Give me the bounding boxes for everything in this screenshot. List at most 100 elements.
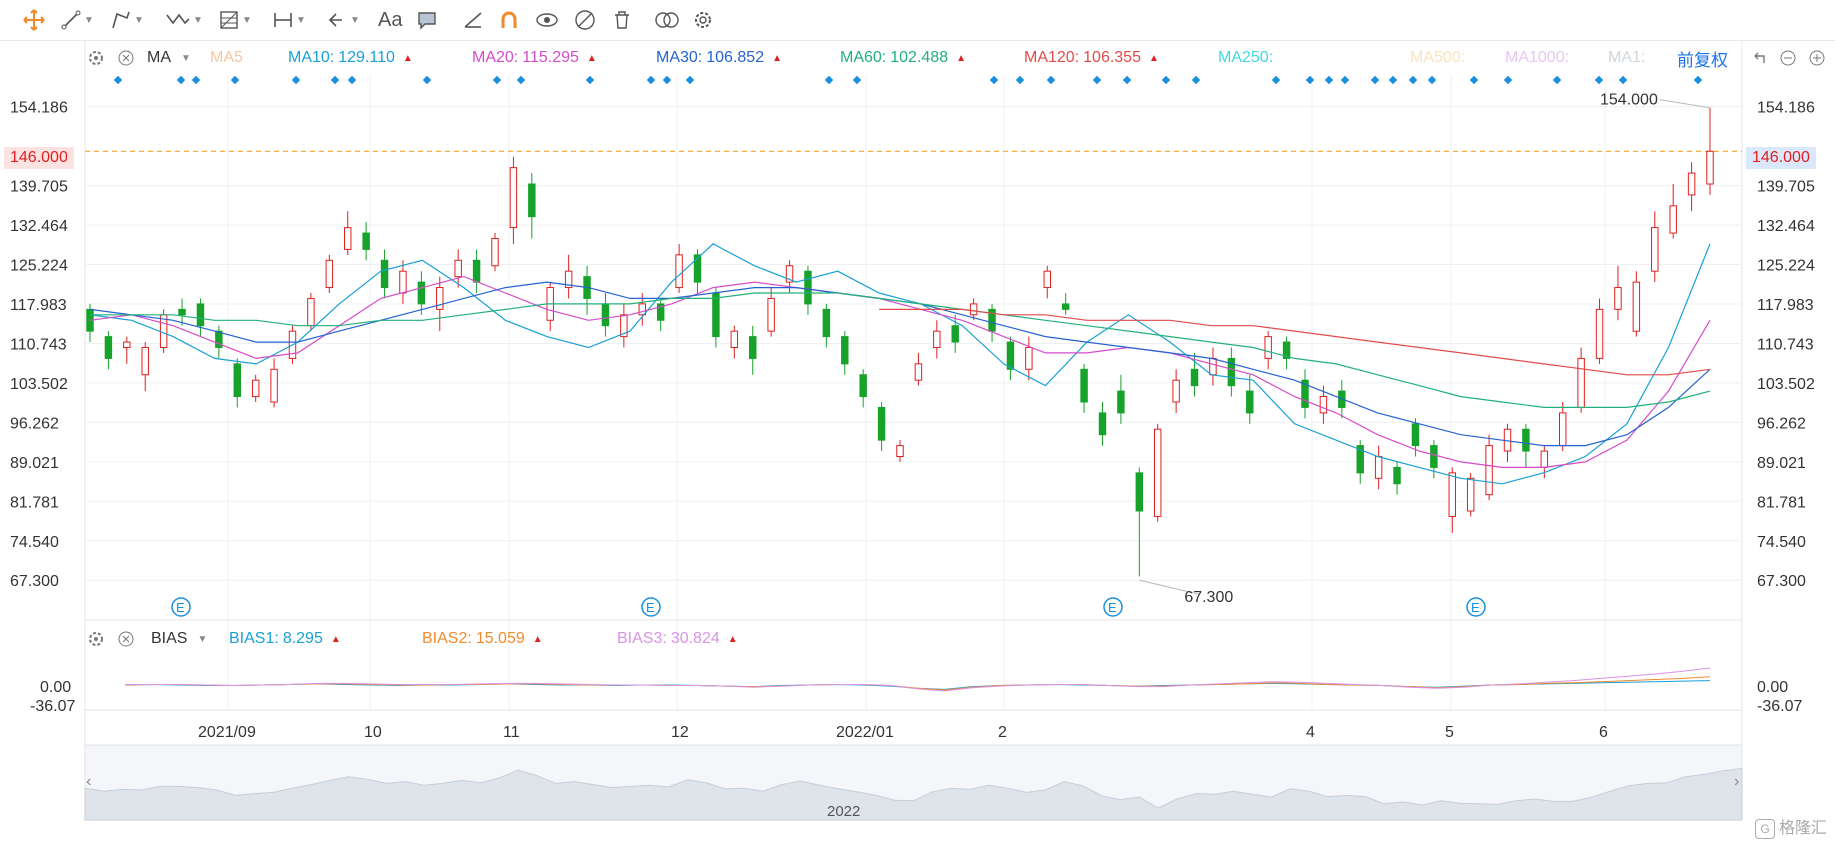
adjust-mode-button[interactable]: 前复权 (1677, 50, 1728, 70)
candle-body (215, 330, 223, 348)
event-dot (1271, 75, 1281, 85)
ma-line-ma120 (879, 308, 1711, 376)
candle-body (877, 406, 886, 441)
candle-body (307, 297, 315, 327)
event-dot (1469, 75, 1479, 85)
candle-body (141, 347, 149, 376)
event-dot (685, 75, 695, 85)
x-tick-label: 4 (1306, 724, 1315, 741)
candle-body (1485, 445, 1493, 496)
up-arrow-icon: ▲ (956, 52, 966, 64)
price-tick-label-right: 117.983 (1757, 297, 1814, 314)
candle-body (822, 308, 831, 338)
sub-close-icon[interactable] (115, 628, 137, 650)
ma-legend-value: 102.488 (890, 49, 949, 66)
ma-legend-value: 115.295 (522, 49, 579, 66)
bias-legend-item[interactable]: BIAS2: 15.059 ▲ (422, 627, 543, 651)
bias-legend-value: 15.059 (475, 630, 525, 647)
bias-legend-item[interactable]: BIAS1: 8.295 ▲ (229, 627, 341, 651)
main-settings-icon[interactable] (85, 47, 107, 69)
ma-legend-item[interactable]: MA20: 115.295 ▲ (472, 46, 597, 70)
price-tick-label-left: 81.781 (10, 494, 59, 511)
watermark: G 格隆汇 (1754, 814, 1827, 839)
candle-body (1301, 379, 1309, 408)
sub-indicator-select[interactable]: BIAS ▼ (151, 630, 208, 647)
ma-legend-label: MA30: (656, 49, 703, 66)
event-dot (1046, 75, 1056, 85)
crosshair-icon[interactable] (22, 8, 46, 32)
event-dot (1305, 75, 1315, 85)
fib-tool-icon[interactable]: ▼ (218, 8, 252, 32)
candle-body (454, 259, 462, 278)
compare-icon[interactable] (654, 8, 680, 32)
ma-legend-item[interactable]: MA500: (1410, 46, 1465, 70)
candle-body (969, 303, 978, 316)
candle-body (951, 325, 959, 343)
wave-tool-icon[interactable]: ▼ (165, 8, 203, 32)
main-close-icon[interactable] (115, 47, 137, 69)
price-tick-label-left: 154.186 (10, 100, 68, 117)
event-dot (330, 75, 340, 85)
candle-body (1374, 456, 1383, 479)
bias-tick-label-right: 0.00 (1757, 679, 1788, 696)
candle-body (1264, 336, 1272, 359)
candle-body (1651, 227, 1659, 272)
candle-body (1172, 379, 1180, 403)
ma-line-ma30 (89, 281, 1711, 447)
undo-icon[interactable]: ▼ (326, 8, 360, 32)
high-annotation: 154.000 (1600, 92, 1658, 109)
ma-legend-item[interactable]: MA60: 102.488 ▲ (840, 46, 966, 70)
candle-body (1043, 270, 1051, 289)
settings-icon[interactable] (692, 8, 714, 32)
zoom-out-icon[interactable] (1777, 47, 1799, 69)
event-dot (1408, 75, 1418, 85)
candle-body (1190, 368, 1199, 387)
zoom-in-icon[interactable] (1806, 47, 1828, 69)
ma-legend-item[interactable]: MA250: (1218, 46, 1273, 70)
delete-icon[interactable] (611, 8, 633, 32)
eye-hide-icon[interactable] (573, 8, 597, 32)
ma-legend-item[interactable]: MA1: (1608, 46, 1645, 70)
event-dot (1161, 75, 1171, 85)
polyline-tool-icon[interactable]: ▼ (110, 8, 144, 32)
event-dot (1427, 75, 1437, 85)
candle-body (491, 238, 499, 267)
ma-legend-label: MA1000: (1505, 49, 1570, 66)
candle-body (1135, 472, 1144, 512)
candle-body (178, 308, 186, 316)
candle-body (509, 167, 518, 229)
event-e-marker (1466, 597, 1486, 617)
candle-body (1209, 357, 1217, 376)
bias-legend-item[interactable]: BIAS3: 30.824 ▲ (617, 627, 738, 651)
ma-legend-value: 106.852 (706, 49, 765, 66)
ruler-icon[interactable] (462, 8, 484, 32)
event-e-marker (641, 597, 661, 617)
price-tick-label-right: 96.262 (1757, 415, 1806, 432)
magnet-icon[interactable] (498, 8, 520, 32)
candle-body (749, 336, 757, 359)
candle-body (1117, 390, 1125, 414)
event-dot (1092, 75, 1102, 85)
navigator-year-label: 2022 (827, 803, 860, 820)
bias-legend-label: BIAS3: (617, 630, 667, 647)
ma-legend-item[interactable]: MA30: 106.852 ▲ (656, 46, 782, 70)
line-tool-icon[interactable]: ▼ (60, 8, 94, 32)
ma-legend-item[interactable]: MA1000: (1505, 46, 1569, 70)
ma-legend-item[interactable]: MA10: 129.110 ▲ (288, 46, 413, 70)
ma-legend-item[interactable]: MA5 (210, 46, 243, 70)
measure-icon[interactable]: ▼ (274, 13, 306, 27)
candle-body (1061, 303, 1070, 310)
comment-icon[interactable] (416, 8, 438, 32)
eye-lock-icon[interactable] (535, 8, 559, 32)
text-tool-icon[interactable]: Aa (378, 8, 403, 31)
sub-settings-icon[interactable] (85, 628, 107, 650)
ma-legend-item[interactable]: MA120: 106.355 ▲ (1024, 46, 1159, 70)
candle-body (436, 287, 444, 310)
candle-body (1006, 341, 1015, 370)
reset-icon[interactable] (1748, 47, 1770, 69)
event-dot (1503, 75, 1513, 85)
price-tick-label-left: 103.502 (10, 376, 68, 393)
main-indicator-select[interactable]: MA ▼ (147, 49, 191, 66)
candle-body (270, 368, 278, 403)
